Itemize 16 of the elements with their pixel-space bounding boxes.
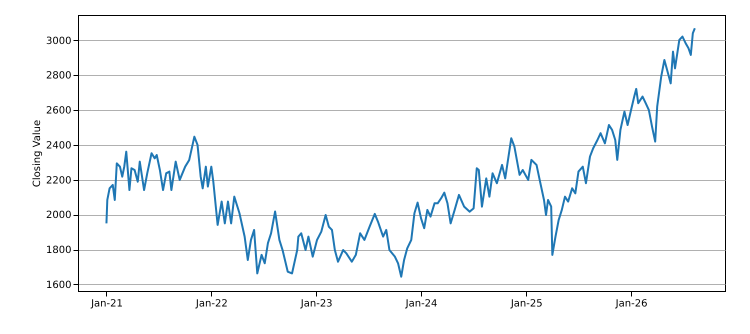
y-tick-label: 2000 <box>46 210 72 222</box>
x-tick-label: Jan-21 <box>90 298 123 310</box>
x-tick-label: Jan-26 <box>614 298 648 310</box>
y-tick-label: 2200 <box>46 175 72 186</box>
x-tick-label: Jan-25 <box>510 298 543 310</box>
y-tick-label: 3000 <box>46 36 72 47</box>
y-axis-title: Closing Value <box>32 120 44 188</box>
y-tick-label: 1800 <box>46 245 72 256</box>
line-series <box>105 27 696 278</box>
x-tick-label: Jan-23 <box>300 298 333 310</box>
x-tick-label: Jan-24 <box>404 298 438 310</box>
y-tick-label: 2400 <box>46 140 72 152</box>
y-tick-label: 2800 <box>46 70 72 82</box>
y-tick-label: 1600 <box>46 280 72 291</box>
y-tick-label: 2600 <box>46 106 72 117</box>
x-tick-label: Jan-22 <box>194 298 228 310</box>
